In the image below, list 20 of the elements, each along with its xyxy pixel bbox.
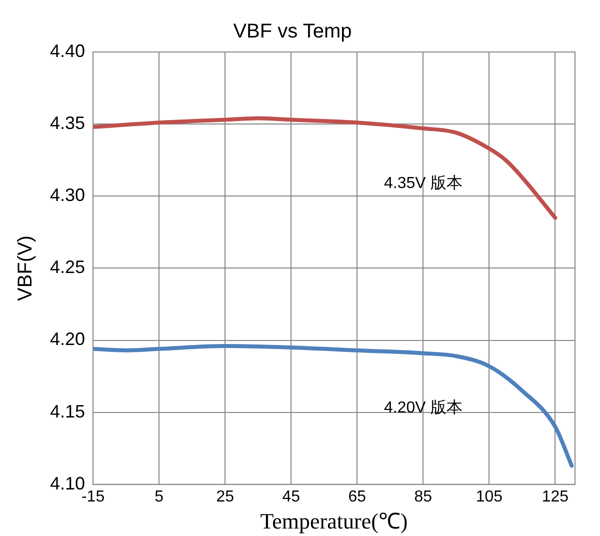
- text: 4.20V 版本: [384, 398, 462, 417]
- y-axis-title: VBF(V): [14, 235, 37, 301]
- text: 4.35V 版本: [384, 174, 462, 192]
- y-tick-label: 4.15: [50, 401, 86, 422]
- x-tick-label: 105: [476, 488, 503, 506]
- x-tick-label: 65: [348, 488, 366, 506]
- y-tick-label: 4.40: [50, 40, 86, 61]
- y-tick-label: 4.30: [50, 185, 86, 206]
- line-series: [93, 116, 558, 220]
- x-tick-label: 25: [216, 488, 234, 506]
- x-tick-label: 125: [542, 488, 569, 506]
- line-series: [93, 344, 574, 468]
- y-tick-label: 4.35: [50, 113, 86, 134]
- x-tick-label: 85: [414, 488, 432, 506]
- y-tick-label: 4.25: [50, 257, 86, 278]
- x-tick-label: 5: [154, 488, 164, 506]
- chart-title: VBF vs Temp: [233, 20, 352, 43]
- y-tick-label: 4.20: [50, 329, 86, 350]
- x-tick-label: 45: [282, 488, 300, 506]
- x-axis-title: Temperature(℃): [260, 508, 408, 534]
